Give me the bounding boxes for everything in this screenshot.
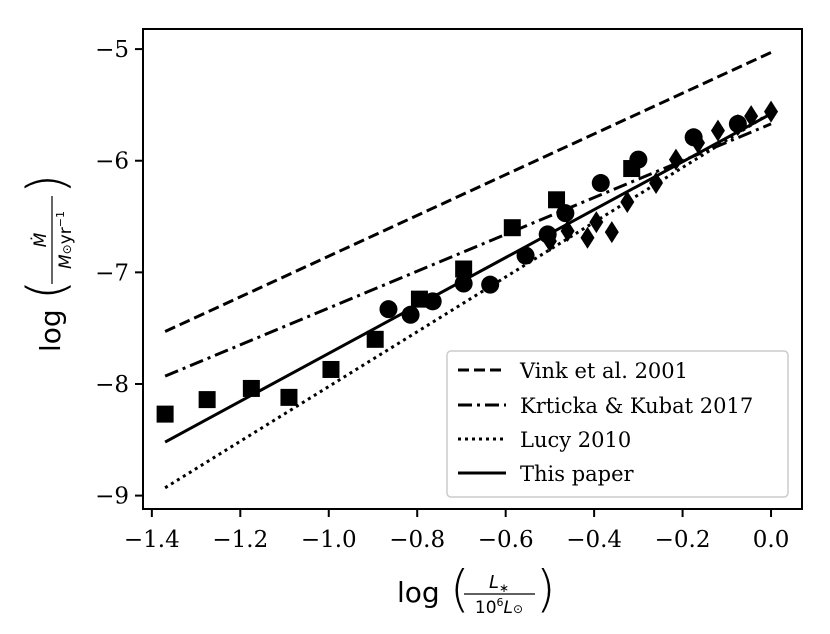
diamond-point [604, 221, 619, 244]
y-axis-label: log ( Ṁ M⊙yr−1 ) [17, 174, 77, 352]
svg-text:106L⊙: 106L⊙ [475, 596, 523, 618]
y-tick-label: −6 [95, 149, 129, 175]
svg-text:log: log [397, 576, 440, 609]
square-point [455, 260, 473, 278]
square-point [410, 290, 428, 308]
legend-label-vink: Vink et al. 2001 [519, 359, 688, 383]
diamond-point [764, 100, 779, 123]
y-tick-label: −5 [95, 37, 129, 63]
square-point [366, 330, 384, 348]
x-tick-label: −1.4 [124, 527, 180, 553]
x-tick-label: −1.2 [212, 527, 268, 553]
legend-entry-krticka: Krticka & Kubat 2017 [458, 394, 753, 418]
diamond-point [560, 220, 575, 243]
legend-label-this-paper: This paper [520, 462, 635, 486]
circle-point [516, 246, 535, 265]
diamond-point [580, 226, 595, 249]
square-point [198, 391, 216, 409]
square-point [548, 191, 566, 209]
y-tick-label: −8 [95, 372, 129, 398]
x-tick-label: 0.0 [753, 527, 790, 553]
svg-text:log: log [34, 309, 67, 352]
square-point [242, 379, 260, 397]
square-point [503, 219, 521, 237]
svg-text:(: ( [17, 280, 77, 300]
legend-label-lucy: Lucy 2010 [520, 428, 631, 452]
x-axis-label: log ( L∗ 106L⊙ ) [397, 560, 556, 618]
x-tick-label: −0.2 [655, 527, 711, 553]
marker-layer [156, 100, 779, 423]
axis-ticks: −1.4 −1.2 −1.0 −0.8 −0.6 −0.4 −0.2 0.0 −9 −8 −7 −6 −… [95, 37, 789, 553]
y-tick-label: −7 [95, 260, 129, 286]
x-tick-label: −0.6 [478, 527, 534, 553]
diamond-point [710, 119, 725, 142]
diamond-point [744, 105, 759, 128]
diamond-point [589, 211, 604, 234]
circle-point [556, 204, 575, 223]
circle-point [423, 292, 442, 311]
svg-text:L∗: L∗ [489, 572, 509, 595]
svg-text:Ṁ: Ṁ [30, 232, 51, 247]
diamond-point [730, 114, 745, 136]
diamond-point [649, 172, 664, 195]
legend-box [446, 350, 789, 498]
plot-frame [142, 28, 803, 510]
legend-entry-this-paper: This paper [458, 462, 635, 486]
diamond-point [542, 230, 557, 253]
x-tick-label: −1.0 [301, 527, 357, 553]
circle-point [454, 274, 473, 293]
x-tick-label: −0.8 [389, 527, 445, 553]
legend: Vink et al. 2001 Krticka & Kubat 2017 Lu… [446, 350, 789, 498]
circle-point [401, 305, 420, 324]
y-tick-label: −9 [95, 484, 129, 510]
circle-point [379, 300, 398, 319]
svg-text:): ) [536, 560, 556, 618]
circle-point [629, 150, 648, 169]
square-point [322, 360, 340, 378]
circle-point [481, 275, 500, 294]
square-point [280, 388, 298, 406]
diamond-point [668, 148, 683, 171]
svg-text:(: ( [450, 560, 470, 618]
square-point [156, 405, 174, 423]
x-tick-label: −0.4 [566, 527, 622, 553]
line-dashdot [164, 122, 772, 378]
svg-text:): ) [17, 174, 77, 194]
diamond-point [620, 191, 635, 214]
legend-entry-vink: Vink et al. 2001 [458, 359, 688, 383]
svg-text:M⊙yr−1: M⊙yr−1 [54, 211, 76, 269]
legend-label-krticka: Krticka & Kubat 2017 [520, 394, 753, 418]
diamond-point [691, 131, 706, 154]
legend-entry-lucy: Lucy 2010 [458, 428, 631, 452]
circle-point [591, 174, 610, 193]
